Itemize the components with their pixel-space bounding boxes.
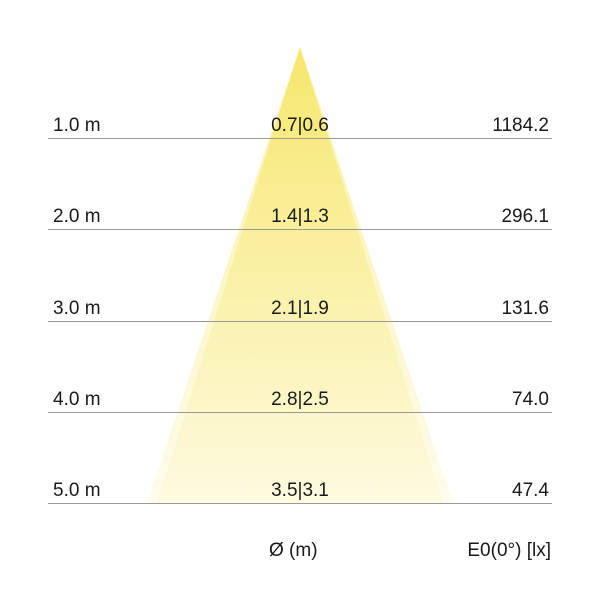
diameter-column-label: Ø (m) — [269, 540, 318, 561]
distance: 2.0 m — [53, 206, 101, 227]
illuminance: 131.6 — [501, 298, 549, 319]
row-3m: 3.0 m 2.1|1.9 131.6 — [48, 296, 552, 322]
divider — [48, 503, 552, 504]
diameter: 2.1|1.9 — [271, 298, 329, 319]
illuminance: 47.4 — [512, 480, 549, 501]
inner-beam — [157, 47, 443, 503]
divider — [48, 138, 552, 139]
row-1m: 1.0 m 0.7|0.6 1184.2 — [48, 113, 552, 139]
illuminance: 74.0 — [512, 389, 549, 410]
diameter: 2.8|2.5 — [271, 389, 329, 410]
diameter: 3.5|3.1 — [271, 480, 329, 501]
distance: 5.0 m — [53, 480, 101, 501]
distance: 3.0 m — [53, 298, 101, 319]
diameter: 0.7|0.6 — [271, 115, 329, 136]
illuminance: 1184.2 — [492, 115, 549, 136]
divider — [48, 412, 552, 413]
illuminance-column-label: E0(0°) [lx] — [467, 540, 551, 561]
distance: 1.0 m — [53, 115, 101, 136]
distance: 4.0 m — [53, 389, 101, 410]
row-5m: 5.0 m 3.5|3.1 47.4 — [48, 478, 552, 504]
divider — [48, 321, 552, 322]
row-4m: 4.0 m 2.8|2.5 74.0 — [48, 387, 552, 413]
illuminance: 296.1 — [501, 206, 549, 227]
divider — [48, 229, 552, 230]
row-2m: 2.0 m 1.4|1.3 296.1 — [48, 204, 552, 230]
diameter: 1.4|1.3 — [271, 206, 329, 227]
